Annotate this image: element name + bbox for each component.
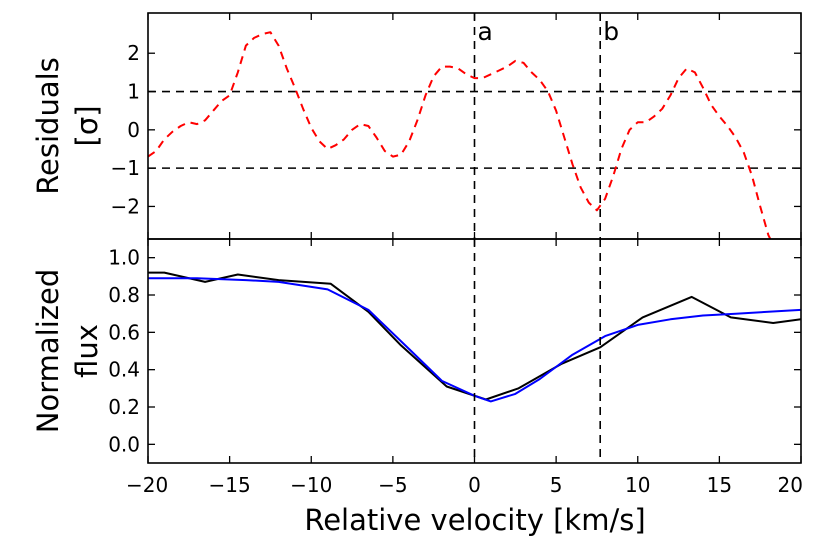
bottom-ytick-label: 0.6 — [108, 320, 140, 344]
top-ytick-label: 2 — [127, 41, 140, 65]
bottom-xtick-label: −15 — [209, 473, 251, 497]
bottom-xtick-label: −20 — [126, 473, 168, 497]
bottom-xtick-label: −10 — [290, 473, 332, 497]
top-ytick-label: 1 — [127, 80, 140, 104]
bottom-xtick-label: −5 — [378, 473, 407, 497]
x-axis-label: Relative velocity [km/s] — [304, 503, 645, 537]
marker-label-b: b — [603, 17, 619, 46]
series-line-residuals — [148, 31, 772, 239]
bottom-xtick-label: 20 — [778, 473, 803, 497]
top-ylabel: Residuals — [31, 57, 65, 195]
bottom-xtick-label: 10 — [625, 473, 650, 497]
series-line-model — [148, 277, 801, 403]
top-ytick-label: −2 — [111, 194, 140, 218]
bottom-ylabel-line2: flux — [70, 324, 104, 378]
top-ylabel-unit: [σ] — [70, 105, 104, 146]
top-ytick-label: 0 — [127, 118, 140, 142]
top-ytick-label: −1 — [111, 156, 140, 180]
bottom-ylabel-line1: Normalized — [31, 269, 65, 433]
bottom-ytick-label: 0.8 — [108, 283, 140, 307]
bottom-xtick-label: 0 — [468, 473, 481, 497]
bottom-ytick-label: 1.0 — [108, 246, 140, 270]
flux-panel: 1.0 0.8 0.6 0.4 0.2 0.0 −20 −15 −10 −5 0 5 10 15 20 — [108, 238, 803, 497]
bottom-ytick-label: 0.4 — [108, 358, 140, 382]
bottom-xtick-label: 5 — [550, 473, 563, 497]
marker-label-a: a — [478, 17, 493, 46]
residuals-panel: a b 2 1 0 −1 −2 — [111, 12, 802, 240]
bottom-ytick-label: 0.2 — [108, 395, 140, 419]
bottom-xtick-label: 15 — [707, 473, 732, 497]
bottom-ytick-label: 0.0 — [108, 432, 140, 456]
flux-frame — [147, 238, 802, 464]
